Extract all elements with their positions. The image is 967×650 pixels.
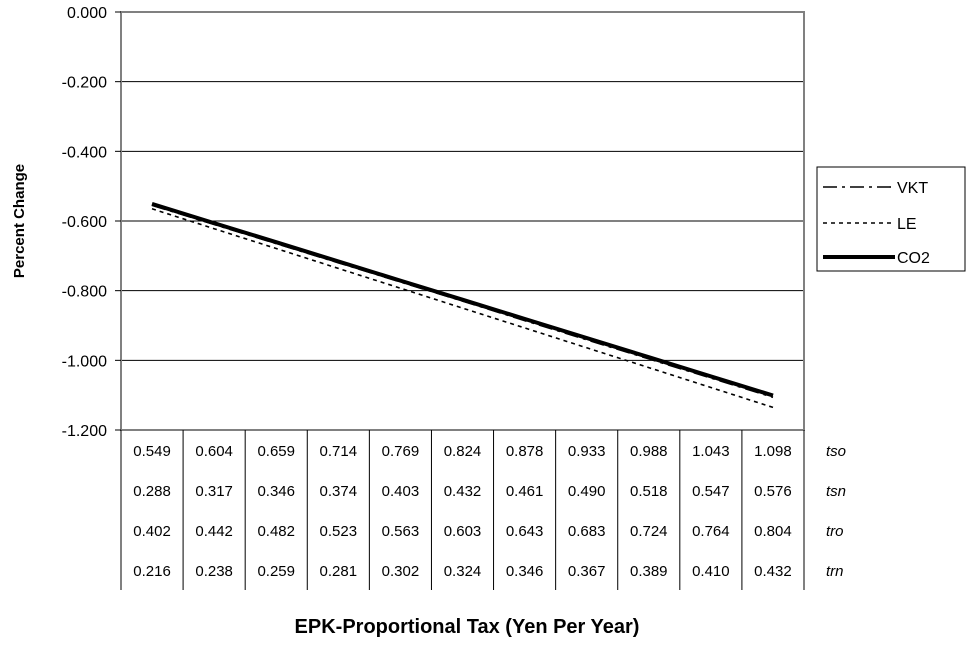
table-cell: 0.576 [754, 483, 792, 500]
table-cell: 0.604 [195, 443, 233, 460]
table-cell: 0.216 [133, 563, 171, 580]
table-cell: 0.346 [257, 483, 295, 500]
gridlines [121, 81, 804, 361]
table-cell: 0.683 [568, 523, 606, 540]
table-row-label: tro [826, 523, 844, 540]
table-cell: 0.643 [506, 523, 544, 540]
table-cell: 0.402 [133, 523, 171, 540]
table-cell: 0.878 [506, 443, 544, 460]
table-cell: 0.346 [506, 563, 544, 580]
table-cell: 0.490 [568, 483, 606, 500]
y-tick-label: -1.000 [62, 353, 107, 370]
series-lines [151, 201, 774, 409]
table-cell: 0.302 [382, 563, 420, 580]
table-cell: 0.410 [692, 563, 730, 580]
table-row-label: tsn [826, 483, 846, 500]
table-row-label: tso [826, 443, 846, 460]
table-cell: 0.389 [630, 563, 668, 580]
legend-frame [816, 166, 966, 272]
series-line-le [151, 208, 774, 409]
y-tick-label: -0.600 [62, 214, 107, 231]
table-cell: 0.518 [630, 483, 668, 500]
table-cell: 0.374 [320, 483, 358, 500]
table-cell: 0.367 [568, 563, 606, 580]
table-cell: 0.432 [754, 563, 792, 580]
table-cell: 0.238 [195, 563, 233, 580]
table-cell: 0.547 [692, 483, 730, 500]
category-table: 0.549 0.604 0.659 0.714 0.769 0.824 0.878 0.933… [120, 430, 846, 590]
table-cell: 0.432 [444, 483, 482, 500]
y-tick-label: -0.200 [62, 75, 107, 92]
series-line-co2 [151, 201, 774, 398]
legend: VKT LE CO2 [816, 166, 966, 272]
table-cell: 0.281 [320, 563, 358, 580]
table-cell: 0.764 [692, 523, 730, 540]
table-cell: 0.769 [382, 443, 420, 460]
table-cell: 1.098 [754, 443, 792, 460]
legend-label-le: LE [897, 216, 917, 233]
table-row-label: trn [826, 563, 844, 580]
x-axis-label: EPK-Proportional Tax (Yen Per Year) [295, 616, 640, 638]
table-cell: 0.549 [133, 443, 171, 460]
table-cell: 0.659 [257, 443, 295, 460]
table-cell: 1.043 [692, 443, 730, 460]
table-cell: 0.603 [444, 523, 482, 540]
table-cell: 0.442 [195, 523, 233, 540]
table-cell: 0.482 [257, 523, 295, 540]
table-cell: 0.824 [444, 443, 482, 460]
table-cell: 0.324 [444, 563, 482, 580]
y-tick-label: -0.400 [62, 144, 107, 161]
table-cell: 0.988 [630, 443, 668, 460]
table-cell: 0.259 [257, 563, 295, 580]
y-tick-label: -1.200 [62, 423, 107, 440]
y-axis-label: Percent Change [11, 164, 28, 278]
y-tick-label: -0.800 [62, 284, 107, 301]
y-axis-ticks: 0.000 -0.200 -0.400 -0.600 -0.800 -1.000 -1.20… [62, 5, 121, 440]
table-cell: 0.461 [506, 483, 544, 500]
table-cell: 0.804 [754, 523, 792, 540]
y-tick-label: 0.000 [67, 5, 107, 22]
table-cell: 0.317 [195, 483, 233, 500]
table-cell: 0.933 [568, 443, 606, 460]
table-cell: 0.714 [320, 443, 358, 460]
table-cell: 0.563 [382, 523, 420, 540]
table-cell: 0.523 [320, 523, 358, 540]
table-cell: 0.724 [630, 523, 668, 540]
table-cell: 0.288 [133, 483, 171, 500]
table-cell: 0.403 [382, 483, 420, 500]
legend-label-co2: CO2 [897, 250, 930, 267]
legend-label-vkt: VKT [897, 180, 928, 197]
